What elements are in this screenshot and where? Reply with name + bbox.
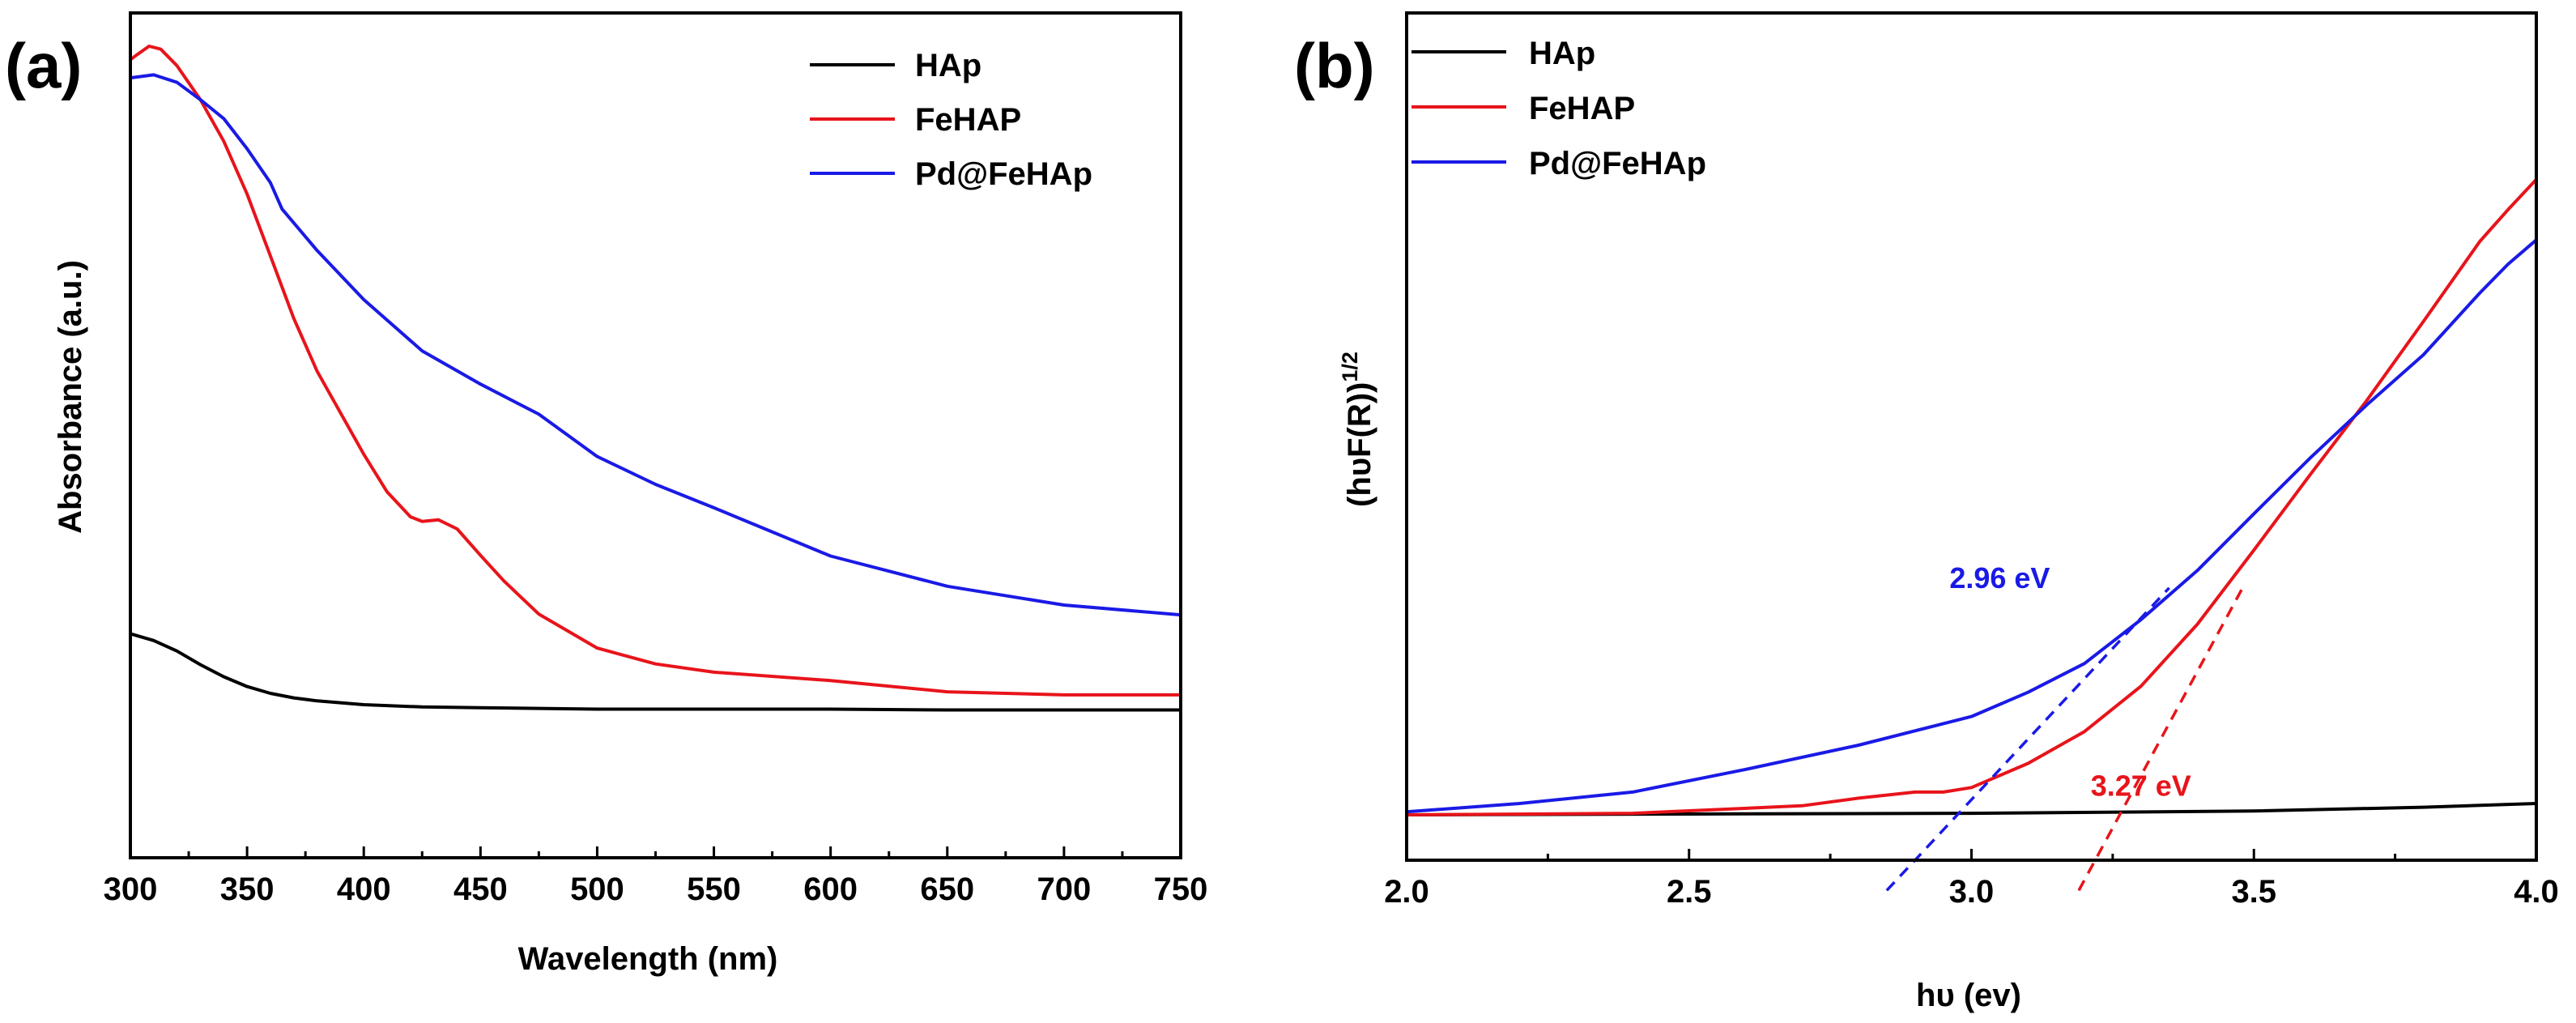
- legend-a-pdfehap-label: Pd@FeHAp: [915, 156, 1092, 192]
- x-tick-label-a: 450: [453, 872, 508, 907]
- series-line-b-fehap: [1407, 178, 2536, 816]
- tangent-line-b-0: [1885, 586, 2170, 892]
- series-line-a-hap: [130, 632, 1181, 712]
- legend-b-hap-label: HAp: [1529, 36, 1595, 71]
- panel-a-plot: [129, 11, 1182, 859]
- band-gap-annotation-pdfehap: 2.96 eV: [1949, 561, 2050, 595]
- panel-b-plot: [1405, 11, 2538, 892]
- x-tick-label-a: 600: [803, 872, 858, 907]
- x-tick-label-a: 300: [104, 872, 158, 907]
- band-gap-annotation-fehap: 3.27 eV: [2091, 769, 2191, 803]
- x-tick-label-b: 2.5: [1667, 874, 1712, 910]
- x-tick-label-a: 650: [920, 872, 974, 907]
- tangent-line-b-1: [2077, 586, 2244, 892]
- panel-b-x-ticks: 2.0 2.5 3.0 3.5 4.0: [1384, 849, 2559, 910]
- x-tick-label-a: 400: [337, 872, 391, 907]
- panel-a-legend: HAp FeHAP Pd@FeHAp: [810, 48, 1092, 192]
- plot-frame-b: [1405, 11, 2538, 862]
- panel-a-x-ticks: 300 350 400 450 500 550 600 650 700 750: [104, 846, 1208, 907]
- x-tick-label-a: 750: [1154, 872, 1208, 907]
- x-tick-label-a: 700: [1037, 872, 1092, 907]
- panel-a-label: (a): [5, 30, 82, 101]
- plot-frame-a: [129, 11, 1182, 859]
- x-tick-label-a: 350: [220, 872, 275, 907]
- x-tick-label-b: 3.0: [1949, 874, 1995, 910]
- series-line-a-fehap: [130, 45, 1181, 697]
- x-tick-label-b: 3.5: [2231, 874, 2276, 910]
- series-line-a-pd-fehap: [130, 73, 1181, 617]
- panel-b-y-axis-title-superscript: 1/2: [1338, 352, 1362, 382]
- legend-b-fehap-label: FeHAP: [1529, 91, 1635, 126]
- x-tick-label-b: 2.0: [1384, 874, 1429, 910]
- legend-a-fehap-label: FeHAP: [915, 102, 1021, 138]
- panel-a-y-axis-title: Absorbance (a.u.): [53, 260, 88, 534]
- panel-b-label: (b): [1294, 30, 1375, 101]
- x-tick-label-a: 500: [570, 872, 624, 907]
- panel-b-y-axis-title-main: (hυF(R)): [1342, 382, 1377, 507]
- panel-b-legend: HAp FeHAP Pd@FeHAp: [1411, 36, 1706, 181]
- legend-a-hap-label: HAp: [915, 48, 981, 83]
- panel-b-y-axis-title: (hυF(R))1/2: [1338, 352, 1377, 507]
- panel-b-x-axis-title: hυ (ev): [1916, 978, 2021, 1013]
- series-line-b-pd-fehap: [1407, 238, 2536, 814]
- panel-a: (a) Absorbance (a.u.) Wavelength (nm) 30…: [5, 11, 1208, 977]
- legend-b-pdfehap-label: Pd@FeHAp: [1529, 146, 1706, 181]
- panel-a-x-axis-title: Wavelength (nm): [518, 941, 778, 977]
- x-tick-label-a: 550: [687, 872, 741, 907]
- panel-b: (b) (hυF(R))1/2 hυ (ev) 2.0 2.5 3.0 3.5 4.0 …: [1294, 11, 2559, 1013]
- x-tick-label-b: 4.0: [2514, 874, 2559, 910]
